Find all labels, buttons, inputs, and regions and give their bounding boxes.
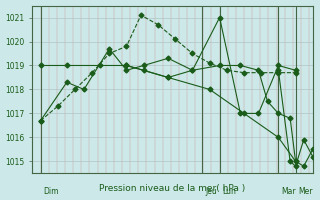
X-axis label: Pression niveau de la mer( hPa ): Pression niveau de la mer( hPa ): [100, 184, 246, 193]
Text: Mar: Mar: [281, 187, 296, 196]
Text: Lun: Lun: [222, 187, 236, 196]
Text: Dim: Dim: [43, 187, 59, 196]
Text: Mer: Mer: [298, 187, 313, 196]
Text: Jeu: Jeu: [205, 187, 217, 196]
